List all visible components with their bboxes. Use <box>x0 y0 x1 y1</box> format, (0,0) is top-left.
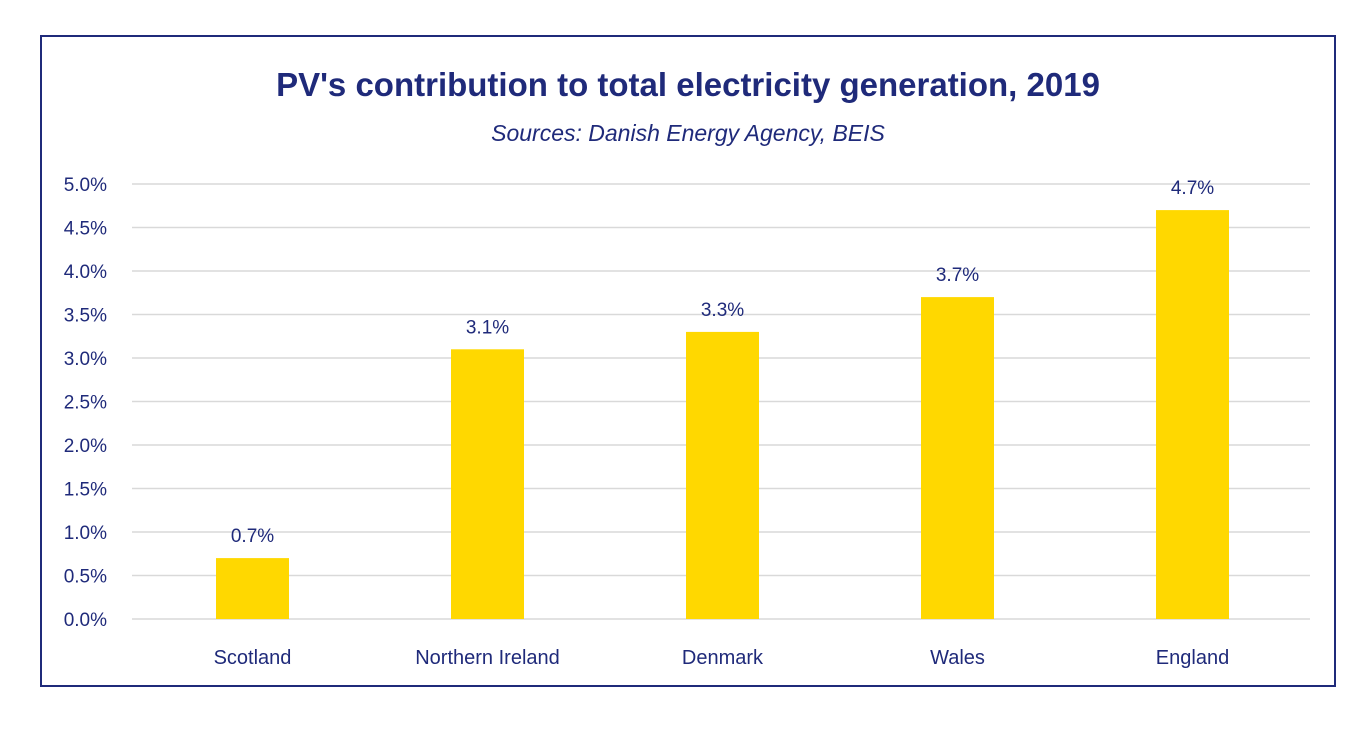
bar <box>216 558 289 619</box>
y-tick-label: 3.0% <box>64 349 107 370</box>
y-tick-label: 3.5% <box>64 306 107 327</box>
y-tick-label: 4.0% <box>64 262 107 283</box>
category-label: England <box>1156 647 1229 669</box>
data-label: 4.7% <box>1171 178 1214 199</box>
bars <box>216 210 1229 619</box>
data-labels: 0.7% 3.1% 3.3% 3.7% 4.7% <box>231 178 1214 547</box>
chart-title: PV's contribution to total electricity g… <box>276 66 1100 103</box>
y-tick-label: 1.0% <box>64 523 107 544</box>
chart-subtitle: Sources: Danish Energy Agency, BEIS <box>491 120 885 146</box>
y-tick-label: 2.5% <box>64 393 107 414</box>
bar <box>1156 210 1229 619</box>
category-label: Denmark <box>682 647 764 669</box>
y-tick-label: 2.0% <box>64 436 107 457</box>
bar <box>686 331 759 619</box>
y-tick-label: 1.5% <box>64 480 107 501</box>
data-label: 3.3% <box>701 300 744 321</box>
bar <box>451 349 524 619</box>
y-tick-label: 0.0% <box>64 610 107 631</box>
category-label: Northern Ireland <box>415 647 560 669</box>
gridlines <box>132 183 1310 620</box>
category-label: Scotland <box>214 647 292 669</box>
y-tick-label: 0.5% <box>64 567 107 588</box>
category-label: Wales <box>930 647 985 669</box>
x-axis: Scotland Northern Ireland Denmark Wales Engl… <box>214 647 1230 669</box>
y-tick-label: 4.5% <box>64 219 107 240</box>
bar <box>921 297 994 619</box>
data-label: 3.7% <box>936 265 979 286</box>
y-axis: 0.0% 0.5% 1.0% 1.5% 2.0% 2.5% 3.0% 3.5% 4.0% 4.5%… <box>64 175 107 631</box>
data-label: 0.7% <box>231 526 274 547</box>
data-label: 3.1% <box>466 317 509 338</box>
y-tick-label: 5.0% <box>64 175 107 196</box>
